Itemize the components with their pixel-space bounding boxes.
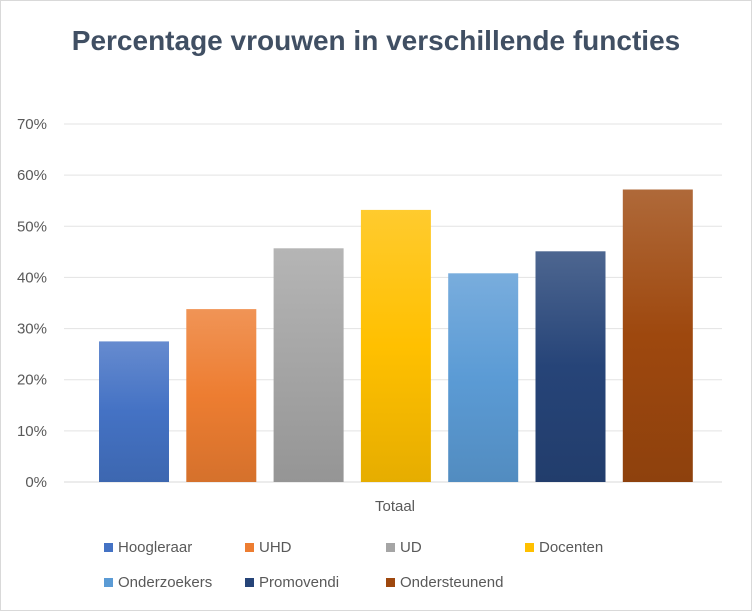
legend-label: Ondersteunend <box>400 574 504 591</box>
legend-swatch <box>386 543 395 552</box>
bar-ondersteunend <box>622 189 693 482</box>
legend-label: Onderzoekers <box>118 574 213 591</box>
y-tick-label: 40% <box>17 269 47 286</box>
legend-item-promovendi: Promovendi <box>245 574 339 591</box>
legend-item-docenten: Docenten <box>525 539 603 556</box>
legend-swatch <box>104 543 113 552</box>
bar-ud <box>273 248 344 482</box>
y-tick-label: 10% <box>17 423 47 440</box>
bar-uhd <box>186 309 257 482</box>
chart-title: Percentage vrouwen in verschillende func… <box>71 25 681 56</box>
bar-docenten <box>360 209 431 482</box>
legend-item-hoogleraar: Hoogleraar <box>104 539 192 556</box>
y-tick-label: 70% <box>17 116 47 133</box>
y-tick-label: 30% <box>17 321 47 338</box>
legend-label: Docenten <box>539 539 604 556</box>
y-tick-label: 60% <box>17 167 47 184</box>
legend-label: Hoogleraar <box>118 539 193 556</box>
bar-hoogleraar <box>99 341 169 482</box>
legend-item-ud: UD <box>386 539 422 556</box>
x-category-label: Totaal <box>375 498 415 515</box>
legend-item-onderzoekers: Onderzoekers <box>104 574 212 591</box>
legend-label: Promovendi <box>259 574 340 591</box>
legend-swatch <box>245 543 254 552</box>
legend-swatch <box>104 578 113 587</box>
legend-swatch <box>245 578 254 587</box>
legend-item-ondersteunend: Ondersteunend <box>386 574 503 591</box>
legend-item-uhd: UHD <box>245 539 292 556</box>
legend-label: UHD <box>259 539 292 556</box>
y-tick-label: 0% <box>25 474 47 491</box>
legend-swatch <box>386 578 395 587</box>
y-tick-label: 20% <box>17 372 47 389</box>
legend-label: UD <box>400 539 422 556</box>
legend-swatch <box>525 543 534 552</box>
bar-promovendi <box>535 251 606 482</box>
y-tick-label: 50% <box>17 218 47 235</box>
bar-onderzoekers <box>448 273 519 482</box>
